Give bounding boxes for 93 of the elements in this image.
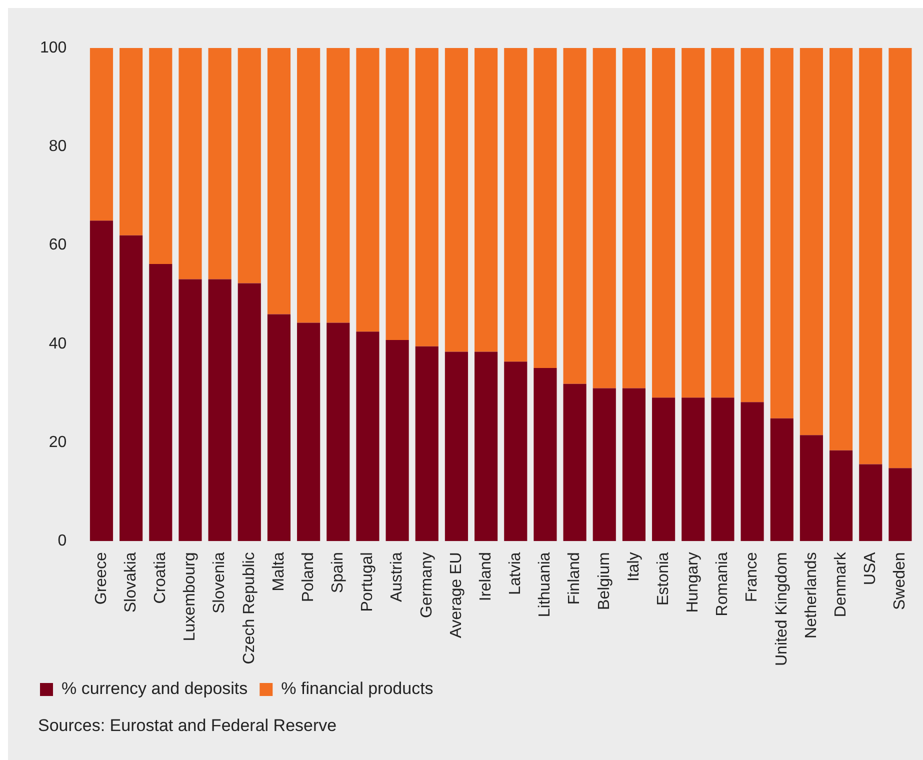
source-note: Sources: Eurostat and Federal Reserve xyxy=(38,716,337,736)
x-tick-label: Romania xyxy=(714,552,732,616)
bar xyxy=(386,340,409,542)
bar xyxy=(888,48,912,468)
x-tick-label: Average EU xyxy=(448,552,465,638)
x-tick-label: Greece xyxy=(92,552,110,605)
bar xyxy=(504,362,528,542)
bar xyxy=(652,398,676,542)
x-tick-label: Malta xyxy=(270,552,288,592)
bar xyxy=(830,48,853,450)
bar xyxy=(770,48,794,418)
bar xyxy=(90,220,114,542)
bar xyxy=(859,464,882,542)
bar xyxy=(356,48,380,332)
y-tick-label: 80 xyxy=(48,138,67,156)
bar xyxy=(297,322,320,542)
bar xyxy=(740,402,764,542)
x-tick-label: Latvia xyxy=(507,552,524,595)
x-tick-label: Hungary xyxy=(684,552,702,613)
bar xyxy=(504,48,528,362)
x-tick-label: Netherlands xyxy=(802,552,820,638)
x-tick-label: France xyxy=(744,552,761,602)
x-tick-label: Estonia xyxy=(654,552,672,606)
bar xyxy=(711,398,734,542)
x-tick-label: Denmark xyxy=(832,551,850,618)
bar xyxy=(356,332,380,542)
x-tick-label: Lithuania xyxy=(536,552,554,618)
bar xyxy=(800,48,823,436)
x-tick-label: Croatia xyxy=(152,552,170,604)
legend-label: % financial products xyxy=(281,679,434,698)
x-tick-label: Sweden xyxy=(892,552,909,610)
bar xyxy=(859,48,882,464)
x-tick-label: Poland xyxy=(300,552,317,602)
y-tick-label: 60 xyxy=(48,236,67,254)
bar xyxy=(444,352,468,542)
x-tick-label: Germany xyxy=(418,552,436,618)
bar xyxy=(534,48,557,368)
x-tick-label: Austria xyxy=(388,552,406,602)
x-tick-label: Italy xyxy=(625,552,642,582)
bar xyxy=(178,48,202,280)
bar xyxy=(682,48,705,398)
bar xyxy=(208,48,232,280)
x-tick-label: USA xyxy=(862,552,880,586)
y-tick-label: 40 xyxy=(48,335,67,352)
y-tick-label: 100 xyxy=(40,39,67,56)
x-tick-label: Czech Republic xyxy=(240,552,258,664)
x-tick-label: Slovakia xyxy=(122,552,140,613)
bar xyxy=(800,435,823,542)
bar xyxy=(682,398,705,542)
bar xyxy=(534,368,557,542)
legend-label: % currency and deposits xyxy=(62,679,248,698)
x-tick-label: Ireland xyxy=(477,552,494,602)
bar xyxy=(592,48,616,388)
x-tick-label: Belgium xyxy=(596,552,613,610)
x-tick-label: Finland xyxy=(566,552,584,605)
bar xyxy=(444,48,468,352)
bar xyxy=(622,48,646,388)
bar xyxy=(474,48,498,352)
bar xyxy=(238,283,261,542)
x-tick-label: United Kingdom xyxy=(773,552,790,666)
bar xyxy=(415,346,438,542)
bar xyxy=(740,48,764,402)
x-tick-label: Spain xyxy=(330,552,347,594)
bar xyxy=(326,48,350,323)
bar xyxy=(120,48,143,236)
bar xyxy=(888,468,912,542)
y-tick-label: 0 xyxy=(58,532,67,550)
bar xyxy=(208,279,232,542)
bar xyxy=(474,352,498,542)
bar xyxy=(267,314,291,542)
bar xyxy=(178,279,202,542)
bar xyxy=(386,48,409,340)
bar xyxy=(563,48,586,384)
bar xyxy=(326,322,350,542)
bar xyxy=(563,384,586,542)
bar xyxy=(267,48,291,314)
bar xyxy=(592,388,616,542)
bar xyxy=(770,418,794,542)
x-tick-label: Slovenia xyxy=(211,552,228,614)
bar xyxy=(711,48,734,398)
bar xyxy=(120,235,143,542)
bar xyxy=(652,48,676,398)
x-tick-label: Luxembourg xyxy=(182,552,199,642)
bar xyxy=(830,450,853,542)
bar xyxy=(149,48,172,264)
bar xyxy=(622,388,646,542)
bar xyxy=(415,48,438,346)
bar xyxy=(297,48,320,323)
bar xyxy=(149,264,172,542)
bar xyxy=(90,48,114,221)
x-tick-label: Portugal xyxy=(359,552,376,612)
bar xyxy=(238,48,261,284)
y-tick-label: 20 xyxy=(48,434,67,451)
